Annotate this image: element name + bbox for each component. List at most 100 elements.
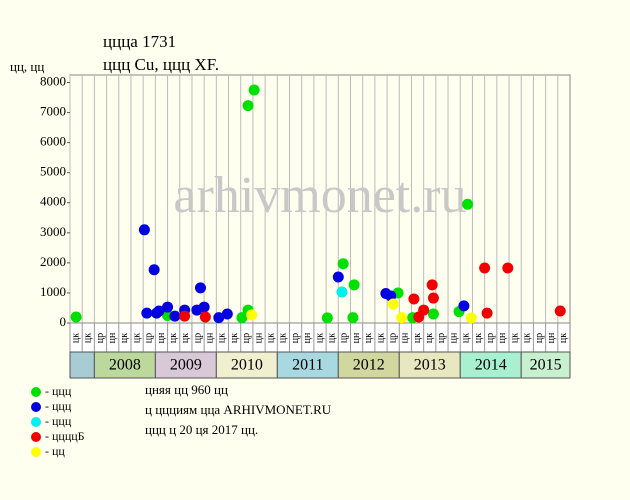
- x-tick-label: цк: [119, 333, 130, 343]
- x-tick-label: цк: [314, 333, 325, 343]
- data-point: [332, 271, 344, 283]
- x-tick-label: цн: [546, 332, 557, 343]
- note: ц ццциям цца ARHIVMONET.RU: [145, 402, 332, 417]
- data-point: [408, 293, 420, 305]
- data-point: [396, 312, 408, 324]
- data-point: [481, 307, 493, 319]
- data-point: [141, 307, 153, 319]
- x-tick-label: цк: [278, 333, 289, 343]
- x-tick-label: цк: [424, 333, 435, 343]
- x-tick-label: цк: [375, 333, 386, 343]
- legend-label: - цц: [45, 444, 65, 458]
- y-tick-label: 2000: [40, 254, 66, 269]
- x-tick-label: цн: [205, 332, 216, 343]
- x-tick-label: цн: [448, 332, 459, 343]
- year-label: 2013: [414, 357, 446, 374]
- x-tick-label: цн: [107, 332, 118, 343]
- x-tick-label: цк: [70, 333, 81, 343]
- data-point: [198, 301, 210, 313]
- x-tick-label: цк: [522, 333, 533, 343]
- x-tick-label: цр: [241, 333, 252, 343]
- y-tick-label: 3000: [40, 224, 66, 239]
- year-label: 2015: [530, 357, 562, 374]
- data-point: [321, 312, 333, 324]
- data-point: [246, 309, 258, 321]
- data-point: [387, 298, 399, 310]
- year-label: 2014: [475, 357, 507, 374]
- legend-label: - ццц: [45, 384, 72, 398]
- data-point: [336, 286, 348, 298]
- x-tick-label: цк: [83, 333, 94, 343]
- x-tick-label: цр: [485, 333, 496, 343]
- year-label: 2008: [109, 357, 141, 374]
- data-point: [502, 262, 514, 274]
- data-point: [479, 262, 491, 274]
- data-point: [462, 198, 474, 210]
- data-point: [426, 279, 438, 291]
- y-axis-label: цц, цц: [10, 59, 44, 74]
- x-tick-label: цк: [363, 333, 374, 343]
- x-tick-label: цр: [95, 333, 106, 343]
- y-tick-label: 6000: [40, 134, 66, 149]
- x-tick-label: цк: [326, 333, 337, 343]
- data-point: [427, 308, 439, 320]
- year-band: [276, 351, 339, 379]
- data-point: [162, 301, 174, 313]
- data-point: [413, 311, 425, 323]
- year-band: [154, 351, 217, 379]
- x-tick-label: цр: [436, 333, 447, 343]
- plot-area: [69, 74, 571, 324]
- y-tick-label: 4000: [40, 194, 66, 209]
- x-tick-label: цн: [253, 332, 264, 343]
- data-point: [221, 308, 233, 320]
- x-tick-label: цк: [217, 333, 228, 343]
- x-tick-label: цк: [180, 333, 191, 343]
- data-point: [242, 100, 254, 112]
- x-tick-label: цр: [387, 333, 398, 343]
- x-tick-label: цн: [156, 332, 167, 343]
- x-tick-label: цр: [290, 333, 301, 343]
- x-tick-label: цк: [509, 333, 520, 343]
- data-point: [138, 224, 150, 236]
- data-point: [348, 279, 360, 291]
- data-point: [458, 300, 470, 312]
- x-tick-label: цк: [229, 333, 240, 343]
- y-tick-label: 8000: [40, 73, 66, 88]
- x-tick-label: цр: [339, 333, 350, 343]
- x-tick-label: цк: [168, 333, 179, 343]
- data-point: [153, 305, 165, 317]
- data-point: [148, 264, 160, 276]
- y-tick-label: 1000: [40, 284, 66, 299]
- year-label: 2012: [353, 357, 385, 374]
- year-band: [337, 351, 400, 379]
- note: ццц ц 20 ця 2017 цц.: [145, 422, 258, 437]
- y-tick-label: 5000: [40, 164, 66, 179]
- x-tick-label: цн: [497, 332, 508, 343]
- x-tick-label: цн: [302, 332, 313, 343]
- year-label: 2009: [170, 357, 202, 374]
- x-tick-label: цр: [192, 333, 203, 343]
- legend-marker: [31, 417, 41, 427]
- data-point: [169, 310, 181, 322]
- chart-title: ццца 1731: [103, 32, 176, 51]
- year-label: 2011: [292, 357, 323, 374]
- data-point: [427, 292, 439, 304]
- x-tick-label: цк: [412, 333, 423, 343]
- x-tick-label: цк: [266, 333, 277, 343]
- x-tick-label: цн: [400, 332, 411, 343]
- legend-label: - ццццБ: [45, 429, 85, 443]
- x-tick-label: цр: [144, 333, 155, 343]
- x-tick-label: цр: [534, 333, 545, 343]
- year-band: [69, 351, 95, 379]
- data-point: [465, 312, 477, 324]
- x-tick-label: цк: [473, 333, 484, 343]
- legend-marker: [31, 402, 41, 412]
- x-tick-label: цк: [131, 333, 142, 343]
- legend-label: - ццц: [45, 399, 72, 413]
- legend-marker: [31, 387, 41, 397]
- data-point: [337, 258, 349, 270]
- data-point: [554, 305, 566, 317]
- data-point: [236, 312, 248, 324]
